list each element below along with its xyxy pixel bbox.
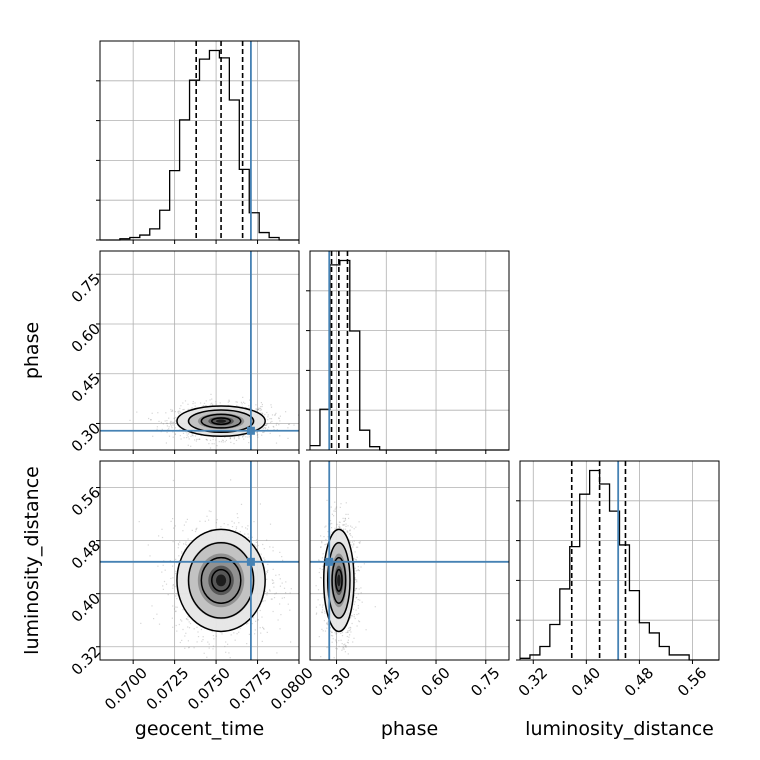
panel-frame: [99, 40, 300, 241]
tick-label-phase: 0.30: [318, 664, 354, 700]
x-axis-label-geocent_time: geocent_time: [135, 718, 264, 740]
contour-line: [200, 556, 242, 604]
panel-frame: [99, 250, 300, 451]
contour-line: [176, 528, 266, 633]
tick-label-luminosity_distance: 0.48: [621, 664, 657, 700]
panel-content: [100, 461, 299, 660]
tick-label-luminosity_distance: 0.40: [68, 589, 104, 625]
tick-label-geocent_time: 0.0800: [267, 664, 317, 714]
x-axis-label-phase: phase: [381, 718, 438, 740]
x-axis-label-luminosity_distance: luminosity_distance: [525, 718, 714, 740]
contour-line: [176, 405, 266, 438]
contour-line: [200, 413, 242, 429]
tick-label-geocent_time: 0.0750: [184, 664, 234, 714]
density-fill: [215, 574, 227, 587]
contour-line: [326, 542, 351, 619]
panel-content: [100, 251, 299, 450]
contour-line: [322, 528, 355, 633]
tick-label-geocent_time: 0.0725: [143, 664, 193, 714]
hist-panel-phase: [306, 250, 510, 454]
tick-label-phase: 0.60: [68, 320, 104, 356]
density-fill: [337, 574, 341, 587]
tick-label-phase: 0.75: [467, 664, 503, 700]
panel-frame: [99, 460, 300, 661]
tick-label-luminosity_distance: 0.32: [515, 664, 551, 700]
truth-marker: [246, 426, 255, 435]
contour-line: [187, 542, 255, 619]
histogram-phase: [310, 259, 509, 451]
panel-frame: [519, 460, 720, 661]
scatter-panel-phase-luminosity_distance: [309, 460, 510, 664]
density-fill: [215, 419, 227, 423]
scatter-panel-geocent_time-phase: [96, 250, 300, 454]
histogram-geocent_time: [100, 49, 299, 241]
tick-label-phase: 0.45: [368, 664, 404, 700]
contour-line: [211, 417, 232, 426]
tick-label-luminosity_distance: 0.56: [674, 664, 710, 700]
tick-label-geocent_time: 0.0775: [226, 664, 276, 714]
tick-label-phase: 0.30: [68, 419, 104, 455]
tick-label-geocent_time: 0.0700: [101, 664, 151, 714]
scatter-panel-geocent_time-luminosity_distance: [96, 460, 300, 664]
panel-frame: [309, 250, 510, 451]
panel-content: [310, 461, 509, 660]
tick-label-phase: 0.60: [418, 664, 454, 700]
hist-panel-luminosity_distance: [516, 460, 720, 664]
tick-label-phase: 0.45: [68, 369, 104, 405]
panel-frame: [309, 460, 510, 661]
y-axis-label-phase: phase: [21, 322, 43, 379]
contour-line: [211, 568, 232, 592]
truth-marker: [325, 557, 334, 566]
contour-line: [187, 409, 255, 434]
tick-label-phase: 0.75: [68, 270, 104, 306]
tick-label-luminosity_distance: 0.40: [568, 664, 604, 700]
tick-label-luminosity_distance: 0.32: [68, 642, 104, 678]
hist-panel-geocent_time: [96, 40, 300, 244]
histogram-luminosity_distance: [520, 469, 719, 661]
y-axis-label-luminosity_distance: luminosity_distance: [21, 466, 43, 655]
tick-label-luminosity_distance: 0.56: [68, 483, 104, 519]
contour-line: [334, 568, 343, 592]
truth-marker: [246, 557, 255, 566]
tick-label-luminosity_distance: 0.48: [68, 536, 104, 572]
contour-line: [331, 556, 347, 604]
